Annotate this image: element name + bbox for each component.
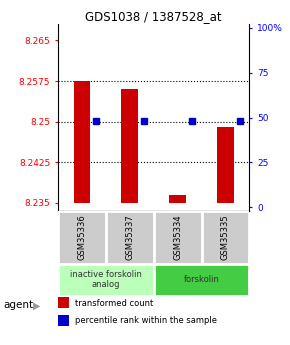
Bar bbox=[106, 211, 154, 264]
Text: agent: agent bbox=[3, 300, 33, 310]
Text: ▶: ▶ bbox=[33, 300, 41, 310]
Text: inactive forskolin
analog: inactive forskolin analog bbox=[70, 270, 142, 289]
Text: GSM35337: GSM35337 bbox=[125, 214, 134, 260]
Bar bbox=[169, 195, 186, 203]
Bar bbox=[58, 315, 70, 326]
Bar bbox=[58, 211, 106, 264]
Text: transformed count: transformed count bbox=[75, 298, 153, 307]
Text: GSM35336: GSM35336 bbox=[77, 214, 86, 260]
Text: GSM35334: GSM35334 bbox=[173, 215, 182, 260]
Title: GDS1038 / 1387528_at: GDS1038 / 1387528_at bbox=[85, 10, 222, 23]
Bar bbox=[122, 89, 138, 203]
Bar bbox=[58, 264, 154, 296]
Text: percentile rank within the sample: percentile rank within the sample bbox=[75, 316, 217, 325]
Bar bbox=[202, 211, 249, 264]
Text: GSM35335: GSM35335 bbox=[221, 215, 230, 260]
Bar bbox=[217, 127, 234, 203]
Bar bbox=[154, 264, 249, 296]
Bar bbox=[154, 211, 202, 264]
Text: forskolin: forskolin bbox=[184, 275, 220, 284]
Bar bbox=[58, 297, 70, 308]
Bar bbox=[74, 81, 90, 203]
